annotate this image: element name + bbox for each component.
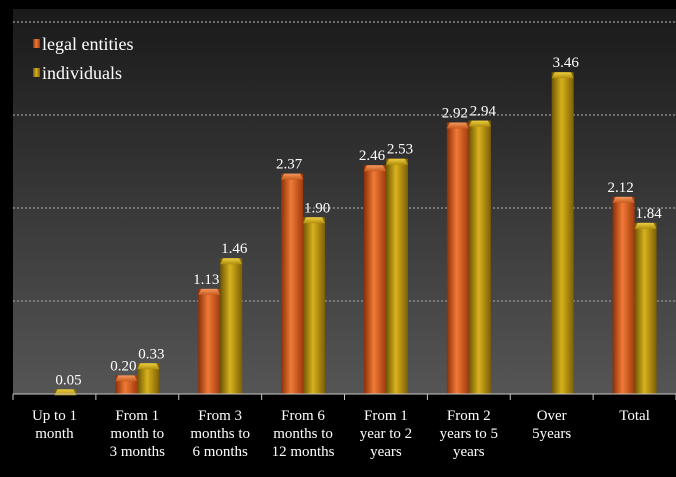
legend-label-individuals: individuals	[42, 63, 122, 83]
bar-individuals-2	[220, 258, 243, 394]
bar-individuals-1	[137, 363, 160, 394]
value-label: 2.46	[359, 148, 386, 164]
bar-cap-legal-entities-7	[612, 196, 635, 203]
x-tick-label: From 1 month to 3 months	[110, 408, 166, 460]
x-tick-label: From 1 year to 2 years	[360, 408, 412, 460]
bar-cap-legal-entities-2	[198, 288, 221, 295]
x-axis-labels: Up to 1 month From 1 month to 3 months From 3…	[32, 408, 650, 460]
legend-swatch-individuals	[33, 68, 40, 77]
value-label: 0.05	[55, 372, 81, 388]
bar-cap-individuals-7	[634, 222, 657, 229]
bar-legal-entities-2	[198, 288, 221, 394]
bar-cap-legal-entities-4	[363, 165, 386, 172]
bar-individuals-7	[634, 222, 657, 394]
bar-legal-entities-4	[363, 165, 386, 394]
x-axis-ticks	[12, 394, 676, 400]
value-labels: 0.20 1.13 2.37 2.46 2.92 2.12 0.05 0.33 1.46 1.90…	[55, 55, 662, 388]
bar-legal-entities-5	[446, 122, 469, 394]
legend: legal entities individuals	[33, 34, 133, 83]
x-tick-label: From 3 months to 6 months	[190, 408, 250, 460]
bar-cap-individuals-2	[220, 258, 243, 265]
value-label: 0.33	[138, 346, 164, 362]
bar-individuals-3	[303, 217, 326, 394]
bar-cap-individuals-6	[551, 72, 574, 79]
value-label: 1.46	[221, 241, 248, 257]
bar-cap-individuals-1	[137, 363, 160, 370]
value-label: 3.46	[553, 55, 580, 71]
value-label: 2.12	[607, 180, 633, 196]
bar-cap-individuals-4	[385, 158, 408, 165]
value-label: 1.13	[193, 272, 219, 288]
x-tick-label: Total	[619, 408, 650, 424]
bar-cap-individuals-5	[468, 120, 491, 127]
bar-legal-entities-7	[612, 196, 635, 394]
value-label: 2.92	[442, 105, 468, 121]
bar-cap-legal-entities-3	[281, 173, 304, 180]
value-label: 2.94	[470, 104, 497, 120]
bar-cap-legal-entities-1	[115, 375, 138, 382]
bar-cap-individuals-3	[303, 217, 326, 224]
value-label: 2.37	[276, 157, 303, 173]
value-label: 1.84	[635, 206, 662, 222]
bars	[54, 72, 657, 396]
value-label: 0.20	[110, 358, 136, 374]
bar-individuals-6	[551, 72, 574, 394]
legend-label-legal-entities: legal entities	[42, 34, 133, 54]
x-tick-label: From 2 years to 5 years	[440, 408, 498, 460]
value-label: 1.90	[304, 200, 330, 216]
bar-individuals-5	[468, 120, 491, 394]
value-label: 2.53	[387, 142, 413, 158]
x-tick-label: Over 5years	[532, 408, 571, 442]
bar-individuals-4	[385, 158, 408, 394]
legend-swatch-legal-entities	[33, 39, 40, 48]
x-tick-label: Up to 1 month	[32, 408, 77, 442]
x-tick-label: From 6 months to 12 months	[272, 408, 335, 460]
bar-cap-legal-entities-5	[446, 122, 469, 129]
bar-legal-entities-3	[281, 173, 304, 394]
